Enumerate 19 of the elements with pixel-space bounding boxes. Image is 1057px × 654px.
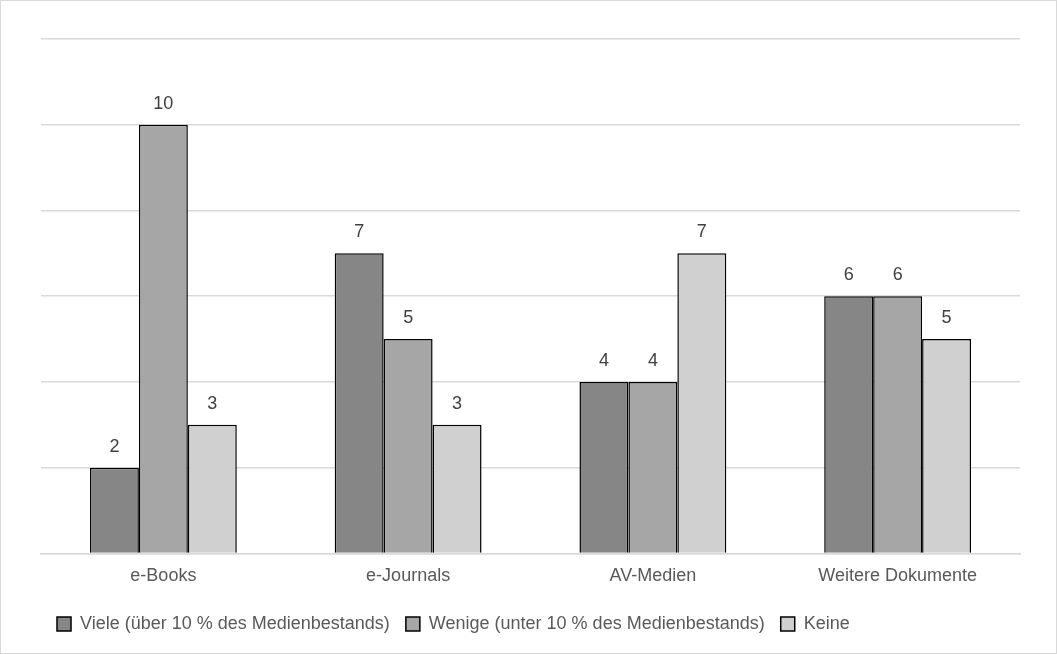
data-label: 7 <box>696 221 707 242</box>
data-label: 2 <box>109 435 120 456</box>
data-label: 3 <box>207 392 218 413</box>
data-label: 10 <box>153 92 174 113</box>
legend-label: Wenige (unter 10 % des Medienbestands) <box>428 612 765 633</box>
data-label: 5 <box>941 307 952 328</box>
legend-label: Keine <box>803 612 850 633</box>
data-label: 6 <box>843 264 854 285</box>
x-tick-label: e-Books <box>130 565 197 586</box>
data-label: 6 <box>892 264 903 285</box>
data-label: 3 <box>452 392 463 413</box>
x-tick-label: e-Journals <box>366 565 451 586</box>
x-tick-label: Weitere Dokumente <box>818 565 977 586</box>
data-label: 4 <box>647 349 658 370</box>
data-label: 5 <box>403 307 414 328</box>
x-tick-label: AV-Medien <box>609 565 697 586</box>
data-label: 7 <box>354 221 365 242</box>
legend-label: Viele (über 10 % des Medienbestands) <box>80 612 390 633</box>
data-label: 4 <box>598 349 609 370</box>
